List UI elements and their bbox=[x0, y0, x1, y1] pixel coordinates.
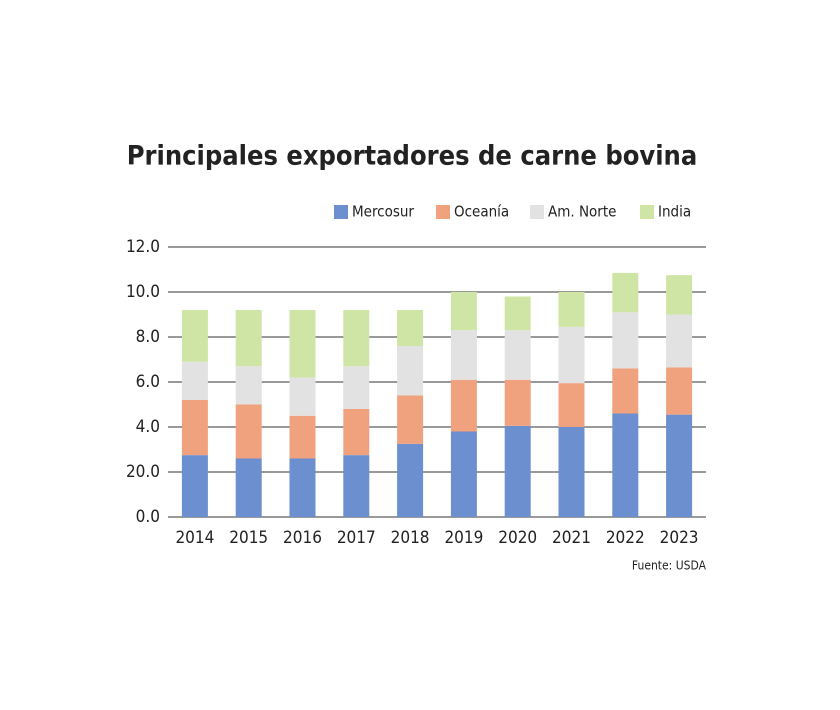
chart-title: Principales exportadores de carne bovina bbox=[127, 141, 698, 172]
bar-segment bbox=[397, 346, 424, 396]
x-tick-label: 2014 bbox=[175, 528, 214, 548]
bar-segment bbox=[450, 330, 477, 380]
x-tick-label: 2021 bbox=[552, 528, 591, 548]
source: Fuente: USDA bbox=[632, 559, 707, 573]
legend-swatch bbox=[530, 205, 544, 219]
bar-segment bbox=[558, 326, 585, 384]
bar-segment bbox=[504, 296, 531, 331]
bar-segment bbox=[343, 366, 370, 409]
y-tick-label: 12.0 bbox=[126, 237, 160, 257]
bar-segment bbox=[558, 292, 585, 327]
bar-segment bbox=[289, 310, 316, 378]
legend-swatch bbox=[640, 205, 654, 219]
x-tick-label: 2022 bbox=[606, 528, 645, 548]
bar-segment bbox=[343, 455, 370, 517]
bar-segment bbox=[504, 425, 531, 517]
legend-label: Am. Norte bbox=[548, 203, 616, 221]
bar-segment bbox=[558, 427, 585, 517]
bar-segment bbox=[450, 292, 477, 331]
bar-segment bbox=[289, 458, 316, 517]
x-tick-label: 2017 bbox=[337, 528, 376, 548]
x-tick-label: 2019 bbox=[444, 528, 483, 548]
bar-segment bbox=[666, 414, 693, 517]
bar-segment bbox=[504, 330, 531, 380]
legend-label: Mercosur bbox=[352, 203, 414, 221]
x-tick-label: 2015 bbox=[229, 528, 268, 548]
y-tick-label: 20.0 bbox=[126, 462, 160, 482]
y-tick-label: 4.0 bbox=[136, 417, 160, 437]
x-tick-label: 2018 bbox=[391, 528, 430, 548]
bar-segment bbox=[343, 409, 370, 456]
bar-segment bbox=[450, 379, 477, 432]
bar-segment bbox=[666, 314, 693, 368]
bar-segment bbox=[666, 275, 693, 315]
bar-segment bbox=[397, 310, 424, 346]
bar-segment bbox=[235, 404, 262, 459]
bar-segment bbox=[235, 310, 262, 367]
x-tick-label: 2023 bbox=[660, 528, 699, 548]
x-tick-label: 2020 bbox=[498, 528, 537, 548]
bar-segment bbox=[612, 312, 639, 369]
bar-segment bbox=[181, 455, 208, 517]
y-tick-label: 8.0 bbox=[136, 327, 160, 347]
y-tick-label: 6.0 bbox=[136, 372, 160, 392]
bar-segment bbox=[343, 310, 370, 367]
bar-segment bbox=[558, 383, 585, 427]
x-tick-label: 2016 bbox=[283, 528, 322, 548]
bar-segment bbox=[612, 272, 639, 313]
bar-segment bbox=[289, 415, 316, 459]
bar-segment bbox=[450, 431, 477, 517]
bar-segment bbox=[181, 361, 208, 400]
bar-segment bbox=[397, 443, 424, 517]
y-tick-label: 10.0 bbox=[126, 282, 160, 302]
bar-segment bbox=[235, 458, 262, 517]
legend-label: Oceanía bbox=[454, 203, 509, 221]
bar-segment bbox=[181, 310, 208, 362]
legend-swatch bbox=[436, 205, 450, 219]
bar-segment bbox=[666, 367, 693, 415]
bar-segment bbox=[397, 395, 424, 444]
bar-segment bbox=[504, 379, 531, 426]
legend-label: India bbox=[658, 203, 691, 221]
bar-segment bbox=[612, 413, 639, 517]
legend-swatch bbox=[334, 205, 348, 219]
y-tick-label: 0.0 bbox=[136, 507, 160, 527]
bar-segment bbox=[612, 368, 639, 414]
bar-segment bbox=[181, 400, 208, 456]
bar-segment bbox=[289, 377, 316, 416]
bar-segment bbox=[235, 366, 262, 405]
